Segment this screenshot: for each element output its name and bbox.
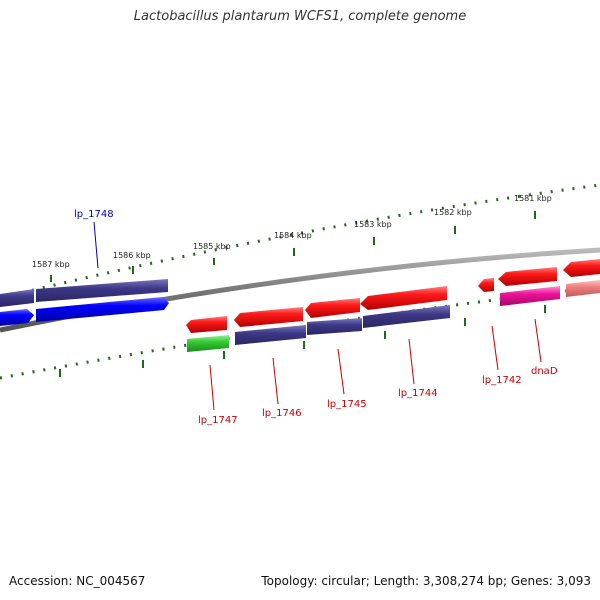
map-title: Lactobacillus plantarum WCFS1, complete … — [133, 9, 467, 24]
kbp-label: 1583 kbp — [354, 220, 392, 229]
gene-arrow-purple-1746[interactable] — [235, 325, 306, 345]
gene-label-lp-1747[interactable]: lp_1747 — [198, 415, 238, 426]
callout-lp-1745 — [337, 348, 345, 395]
kbp-label: 1581 kbp — [514, 194, 552, 203]
gene-arrow-lp-1744[interactable] — [360, 286, 447, 310]
callout-dnaD — [534, 318, 542, 363]
callout-lp-1742 — [491, 325, 499, 371]
gene-arrow-purple-1745[interactable] — [307, 318, 362, 335]
kbp-label: 1582 kbp — [434, 208, 472, 217]
gene-arrow-lp-1745[interactable] — [305, 298, 360, 318]
kbp-label: 1585 kbp — [193, 242, 231, 251]
kbp-label: 1587 kbp — [32, 260, 70, 269]
gene-label-lp-1742[interactable]: lp_1742 — [482, 375, 522, 386]
gene-arrow-dnaD[interactable] — [498, 267, 557, 286]
accession-text: Accession: NC_004567 — [9, 574, 146, 588]
gene-arrow-red-edge[interactable] — [563, 259, 600, 277]
gene-arrow-green[interactable] — [187, 335, 229, 352]
upper-ruler — [0, 183, 600, 300]
lower-ruler — [0, 285, 600, 380]
gene-label-lp-1748[interactable]: lp_1748 — [74, 209, 114, 220]
gene-arrow-purple-1744[interactable] — [363, 305, 450, 328]
gene-arrow-lp-1747[interactable] — [186, 316, 227, 333]
gene-label-lp-1746[interactable]: lp_1746 — [262, 408, 302, 419]
topology-text: Topology: circular; Length: 3,308,274 bp… — [261, 574, 591, 588]
kbp-label: 1586 kbp — [113, 251, 151, 260]
gene-arrow-purple[interactable] — [0, 289, 34, 307]
callout-lp-1748 — [93, 221, 99, 269]
gene-arrow-blue[interactable] — [0, 309, 34, 326]
gene-arrow-lp-1748[interactable] — [36, 279, 168, 302]
callout-lp-1747 — [209, 364, 215, 411]
gene-arrow-magenta[interactable] — [500, 286, 560, 306]
callout-lp-1746 — [272, 357, 279, 405]
gene-arrow-blue-lp-1748[interactable] — [36, 297, 169, 322]
gene-arrow-lp-1742[interactable] — [478, 278, 494, 292]
gene-label-dnaD[interactable]: dnaD — [531, 366, 558, 377]
gene-arrow-pink[interactable] — [566, 280, 600, 297]
gene-arrow-lp-1746[interactable] — [234, 307, 303, 327]
gene-label-lp-1744[interactable]: lp_1744 — [398, 388, 438, 399]
callout-lp-1744 — [408, 338, 415, 385]
gene-label-lp-1745[interactable]: lp_1745 — [327, 399, 367, 410]
kbp-label: 1584 kbp — [274, 231, 312, 240]
